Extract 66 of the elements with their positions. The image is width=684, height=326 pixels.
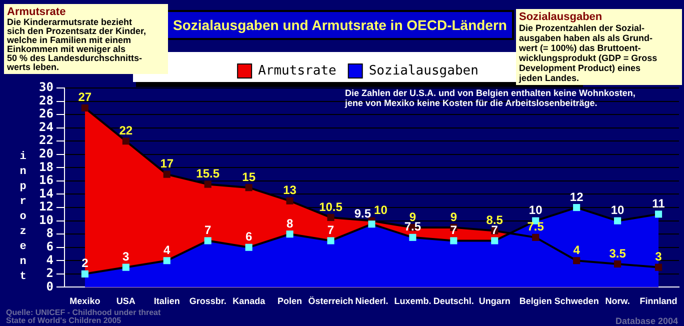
y-tick-label: 20 [38, 146, 54, 161]
x-tick-label: Italien [154, 296, 180, 306]
data-label: 9 [450, 210, 458, 224]
y-tick-label: 28 [38, 93, 54, 108]
y-tick-label: 22 [38, 133, 54, 148]
y-tick-label: 12 [38, 200, 54, 214]
data-label: 4 [164, 242, 171, 257]
y-tick-label: 30 [38, 80, 54, 94]
text: Database 2004 [615, 316, 678, 326]
chart-title: Sozialausgaben und Armutsrate in OECD-Ländern [166, 10, 514, 40]
data-label: 10 [610, 203, 625, 218]
y-tick-label: 8 [46, 226, 54, 240]
data-label: 10 [374, 203, 388, 218]
text: in prozent [20, 151, 26, 283]
x-tick-label: Mexiko [70, 296, 101, 306]
x-tick-label: Belgien [519, 296, 552, 306]
x-tick-label: Deutschl. [433, 296, 474, 306]
x-tick-label: Polen [278, 296, 302, 306]
data-label: 4 [573, 242, 580, 257]
x-tick-label: Ungarn [478, 296, 510, 306]
y-tick-label: 24 [38, 120, 54, 134]
data-label: 15.5 [196, 166, 220, 181]
data-label: 6 [245, 230, 252, 244]
data-label: 3.5 [609, 246, 626, 260]
data-label: 3 [655, 250, 662, 264]
y-tick-label: 0 [46, 279, 54, 294]
y-tick-label: 6 [46, 239, 54, 254]
data-label: 3 [122, 250, 130, 264]
data-label: 11 [652, 196, 666, 210]
annotation: Die Zahlen der U.S.A. und von Belgien enthalten keine Wohnkosten, jene von Mexiko keine Kosten für die Arbeitslosenbeiträge. [345, 88, 636, 108]
x-tick-label: Schweden [554, 296, 599, 306]
x-tick-label: USA [116, 296, 136, 306]
source-note: Quelle: UNICEF - Childhood under threat State of World's Children 2005 [6, 308, 161, 325]
data-label: 2 [82, 256, 89, 270]
y-tick-label: 14 [38, 186, 54, 200]
y-tick-label: 4 [46, 252, 54, 267]
data-label: 7 [204, 223, 212, 238]
data-label: 22 [119, 123, 133, 138]
data-label: 8 [286, 216, 294, 230]
x-tick-label: Norw. [605, 296, 630, 306]
data-label: 7 [327, 223, 334, 238]
legend-label: Armutsrate [258, 63, 337, 78]
data-label: 10 [528, 203, 543, 218]
data-label: 17 [160, 156, 174, 171]
y-tick-label: 26 [38, 106, 54, 121]
data-label: 15 [242, 170, 256, 184]
data-label: 7.5 [404, 220, 422, 234]
x-tick-label: Luxemb. [394, 296, 432, 306]
legend-label: Sozialausgaben [368, 63, 478, 78]
y-tick-label: 2 [46, 266, 54, 280]
data-label: 27 [78, 90, 92, 104]
x-tick-label: Niederl. [355, 296, 388, 306]
y-tick-label: 16 [38, 173, 54, 188]
data-label: 10.5 [319, 200, 343, 214]
data-label: 7 [491, 223, 498, 238]
y-tick-label: 10 [38, 212, 54, 227]
data-label: 13 [283, 183, 297, 198]
x-tick-label: Grossbr. [189, 296, 226, 306]
data-label: 12 [570, 190, 584, 204]
x-tick-label: Kanada [232, 296, 266, 306]
y-tick-label: 18 [38, 160, 54, 174]
text: Armutsrate Die Kinderarmutsrate bezieht sich den Prozentsatz der Kinder, welche in Familien mit einem Einkommen mit weniger als 50 % des Landesdurchschnitts- werts leben. [4, 4, 168, 74]
x-tick-label: Österreich [308, 296, 354, 306]
text: Sozialausgaben Die Prozentzahlen der Sozial- ausgaben haben als als Grund- wert (= 100%) das Bruttoent- wicklungsprodukt (GDP = Gross Development Product) eines jeden Landes. [516, 9, 682, 85]
data-label: 9.5 [354, 206, 372, 220]
x-tick-label: Finnland [640, 296, 678, 306]
